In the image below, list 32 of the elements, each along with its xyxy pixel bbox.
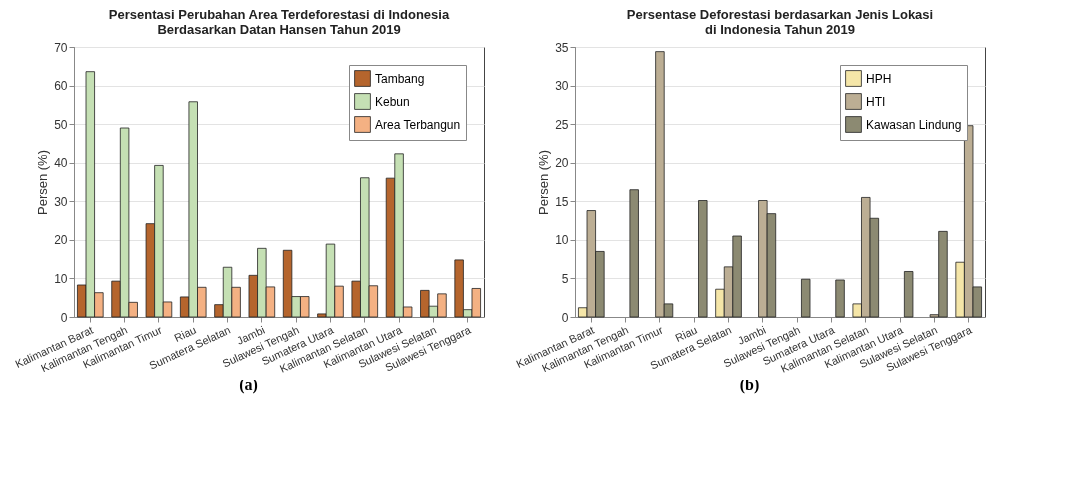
legend-label: Tambang	[375, 71, 425, 86]
bar	[698, 200, 708, 318]
y-tick-label: 10	[54, 271, 68, 286]
legend-label: Kawasan Lindung	[866, 117, 962, 132]
legend-label: HPH	[866, 71, 892, 86]
y-tick-label: 20	[555, 156, 569, 171]
y-tick-label: 70	[54, 40, 68, 55]
y-axis-title: Persen (%)	[536, 149, 552, 216]
bar	[801, 278, 811, 318]
text: (a)	[239, 376, 258, 394]
y-axis-title: Persen (%)	[35, 149, 51, 216]
legend-label: HTI	[866, 94, 886, 109]
y-tick-label: 0	[60, 310, 68, 325]
chart-title: Persentasi Perubahan Area Terdeforestasi di Indonesia Berdasarkan Datan Hansen Tahun 2019	[108, 7, 450, 37]
y-tick-label: 60	[54, 79, 68, 94]
bar	[629, 189, 639, 318]
y-tick-label: 5	[561, 271, 569, 286]
y-tick-label: 15	[555, 194, 569, 209]
y-tick-label: 25	[555, 117, 569, 132]
legend-label: Kebun	[375, 94, 410, 109]
bar	[835, 279, 845, 318]
y-tick-label: 10	[555, 233, 569, 248]
chart-title: Persentase Deforestasi berdasarkan Jenis Lokasi di Indonesia Tahun 2019	[626, 7, 934, 37]
y-tick-label: 35	[555, 40, 569, 55]
y-tick-label: 0	[561, 310, 569, 325]
y-tick-label: 40	[54, 156, 68, 171]
y-tick-label: 30	[555, 79, 569, 94]
y-tick-label: 20	[54, 233, 68, 248]
y-tick-label: 30	[54, 194, 68, 209]
legend-label: Area Terbangun	[375, 117, 461, 132]
bar	[903, 271, 914, 318]
y-tick-label: 50	[54, 117, 68, 132]
